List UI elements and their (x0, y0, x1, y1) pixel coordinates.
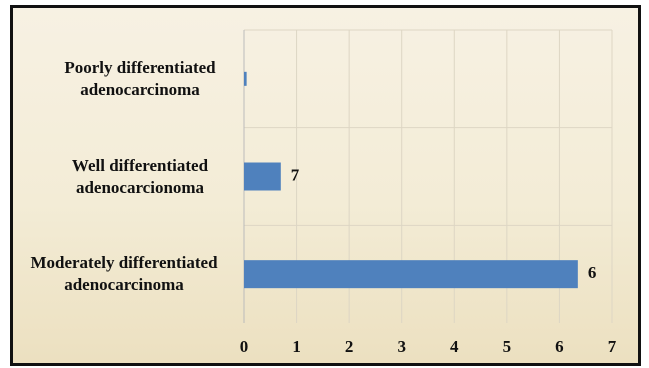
x-tick-label: 5 (503, 337, 512, 356)
bar (244, 71, 247, 86)
bar-label: 7 (291, 165, 300, 184)
x-tick-label: 1 (292, 337, 301, 356)
y-tick-label: Well differentiated adenocarcionoma (71, 155, 209, 197)
x-tick-label: 6 (555, 337, 564, 356)
y-tick-label: Moderately differentiated adenocarcinoma (30, 253, 218, 295)
x-tick-label: 4 (450, 337, 459, 356)
x-tick-label: 0 (240, 337, 249, 356)
x-tick-label: 3 (397, 337, 406, 356)
chart-frame (10, 5, 641, 366)
y-tick-label: Poorly differentiated adenocarcinoma (64, 57, 216, 99)
bar (244, 260, 578, 289)
x-tick-label: 7 (608, 337, 617, 356)
x-tick-label: 2 (345, 337, 354, 356)
bar (244, 162, 281, 191)
bar-label: 6 (588, 263, 597, 282)
